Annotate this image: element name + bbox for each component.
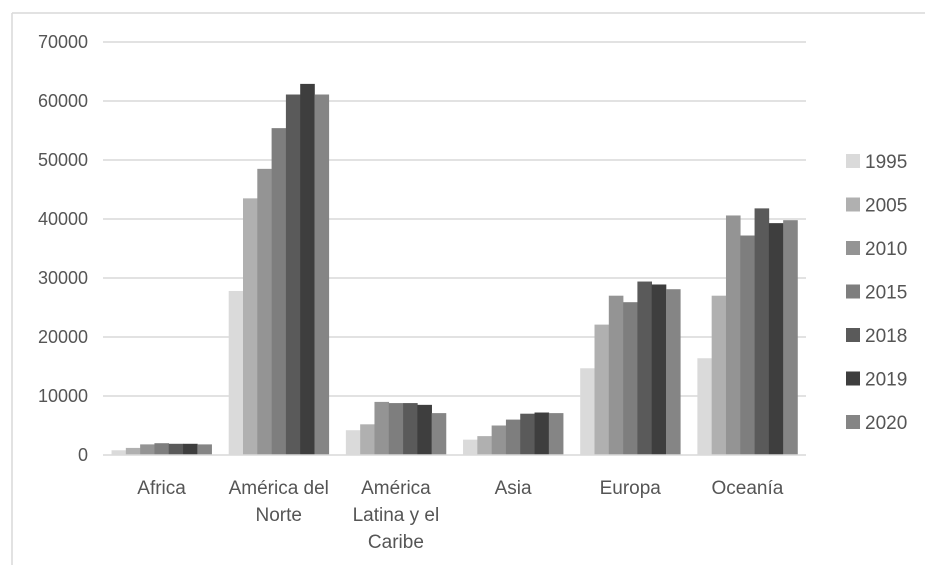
legend-swatch [846,197,860,212]
bar [580,368,595,455]
bars [111,83,798,455]
y-tick-label: 50000 [38,150,88,170]
legend-item: 2018 [846,326,907,347]
legend-swatch [846,371,860,386]
bar [417,404,432,455]
bar [257,168,272,455]
bar [431,413,447,455]
bar [754,208,770,455]
category-label-line: Oceanía [712,478,784,499]
bar [140,444,155,455]
bar [520,413,535,455]
legend-label: 2010 [865,239,907,260]
category-label-line: Africa [137,478,186,499]
bar [388,403,404,455]
bar [725,215,741,455]
legend-item: 2010 [846,239,907,260]
bar [594,324,610,455]
legend-item: 2015 [846,283,907,304]
legend-label: 2020 [865,413,907,434]
category-label-line: América [361,478,431,499]
legend-swatch [846,284,860,299]
bar [740,235,755,455]
bar [183,443,198,455]
category-label: Asia [495,478,532,499]
bar [345,430,361,455]
y-tick-label: 0 [78,445,88,465]
legend-label: 2005 [865,196,907,217]
bar [463,439,478,455]
y-tick-label: 20000 [38,327,88,347]
bar [300,83,315,455]
legend-label: 2015 [865,283,907,304]
bar [228,290,244,455]
y-tick-label: 70000 [38,32,88,52]
bar [534,412,550,455]
bar [374,401,390,455]
bar [637,281,652,455]
y-axis-tick-labels: 0 10000 20000 30000 40000 50000 60000 70000 [38,32,88,465]
legend-swatch [846,241,860,255]
bar [623,302,638,455]
bar [360,424,375,455]
category-label: Europa [600,478,662,499]
bar [168,443,184,455]
legend: 1995 2005 2010 2015 2018 2019 2020 [846,152,907,434]
bar [491,425,507,455]
legend-label: 2019 [865,370,907,391]
bar [505,419,521,455]
category-label-line: Asia [495,478,532,499]
bar [154,443,170,455]
bar [697,358,712,455]
category-label: América Latina y el Caribe [353,478,440,553]
gridlines [103,41,806,397]
category-label-line: Norte [256,505,302,526]
category-label: América del Norte [229,478,329,526]
legend-item: 2005 [846,196,907,217]
legend-item: 2019 [846,370,907,391]
y-tick-label: 60000 [38,91,88,111]
bar [197,444,212,455]
bar [125,447,141,455]
category-label-line: Europa [600,478,662,499]
bar [477,436,492,455]
bar [314,94,330,455]
legend-item: 1995 [846,152,907,173]
category-label: Oceanía [712,478,784,499]
bar [285,94,301,455]
bar [548,413,564,455]
bar [271,128,287,455]
y-tick-label: 10000 [38,386,88,406]
category-label: Africa [137,478,186,499]
legend-swatch [846,328,860,342]
bar [608,295,624,455]
legend-swatch [846,415,860,429]
bar [711,295,727,455]
bar [243,198,258,455]
bar [666,289,681,455]
legend-swatch [846,154,860,168]
category-label-line: Caribe [368,532,424,553]
category-labels: Africa América del Norte América Latina y el… [137,478,783,553]
legend-item: 2020 [846,413,907,434]
legend-label: 2018 [865,326,907,347]
bar [783,220,798,455]
y-tick-label: 40000 [38,209,88,229]
y-tick-label: 30000 [38,268,88,288]
bar [768,223,784,455]
legend-label: 1995 [865,152,907,173]
category-label-line: Latina y el [353,505,440,526]
bar [403,403,418,455]
bar [111,450,127,455]
bar [651,284,667,455]
category-label-line: América del [229,478,329,499]
